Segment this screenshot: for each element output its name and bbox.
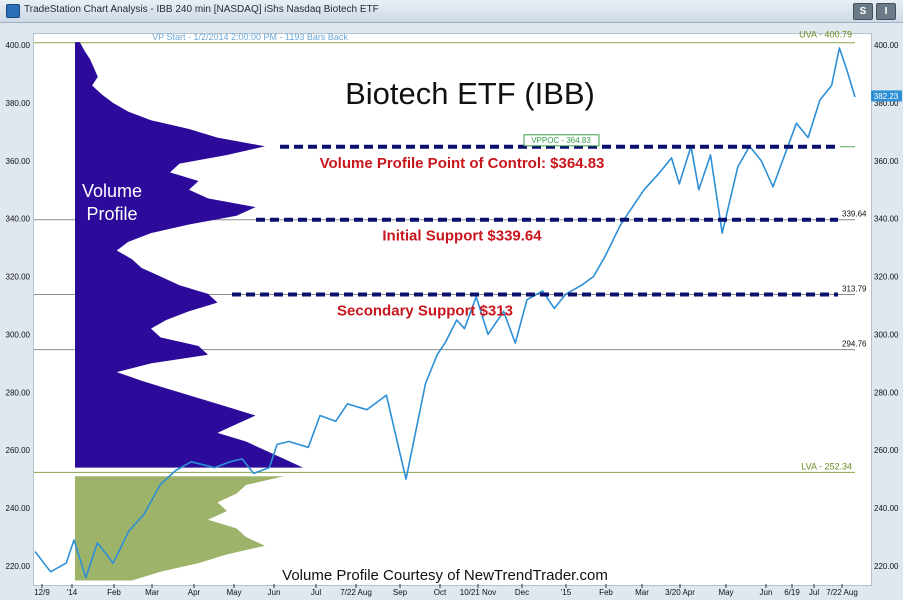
window-title: TradeStation Chart Analysis - IBB 240 mi… xyxy=(24,4,379,15)
y-tick-left: 240.00 xyxy=(6,504,31,513)
marker-313-label: 313.79 xyxy=(842,285,867,294)
y-axis-right: 400.00 380.00 360.00 340.00 320.00 300.00 280.… xyxy=(874,41,899,571)
volume-profile-label-line1: Volume xyxy=(82,181,142,201)
y-tick-left: 280.00 xyxy=(6,388,31,397)
y-tick-left: 320.00 xyxy=(6,273,31,282)
y-tick-right: 400.00 xyxy=(874,41,899,50)
y-tick-right: 280.00 xyxy=(874,388,899,397)
x-tick-label: Mar xyxy=(145,588,159,597)
chart-footer: Volume Profile Courtesy of NewTrendTrade… xyxy=(282,567,608,584)
last-price-tag xyxy=(871,90,902,102)
x-tick-label: '14 xyxy=(67,588,78,597)
x-tick-label: May xyxy=(226,588,241,597)
price-series-line xyxy=(34,47,856,579)
chart-title: Biotech ETF (IBB) xyxy=(345,76,595,111)
chart-subtitle: VP Start - 1/2/2014 2:00:00 PM - 1193 Ba… xyxy=(152,32,348,42)
x-tick-label: 3/20 Apr xyxy=(665,588,695,597)
x-tick-label: Sep xyxy=(393,588,408,597)
initial-support-annotation: Initial Support $339.64 xyxy=(382,228,542,245)
lva-label: LVA - 252.34 xyxy=(801,461,852,471)
x-tick-label: Dec xyxy=(515,588,529,597)
x-axis: 12/9 '14 Feb Mar Apr May Jun Jul 7/22 Aug Sep Oct 1… xyxy=(34,584,858,597)
x-tick-label: '15 xyxy=(561,588,572,597)
poc-annotation: Volume Profile Point of Control: $364.83 xyxy=(320,155,605,172)
x-tick-label: Jun xyxy=(760,588,773,597)
y-axis-left: 400.00 380.00 360.00 340.00 320.00 300.00 280.… xyxy=(6,41,31,571)
x-tick-label: 10/21 Nov xyxy=(460,588,496,597)
y-tick-right: 220.00 xyxy=(874,562,899,571)
x-tick-label: 12/9 xyxy=(34,588,50,597)
i-button[interactable]: I xyxy=(876,3,896,20)
volume-profile-label-line2: Profile xyxy=(86,204,137,224)
vppoc-label: VPPOC - 364.83 xyxy=(531,136,591,145)
uva-label: UVA - 400.79 xyxy=(799,30,852,40)
x-tick-label: Jun xyxy=(268,588,281,597)
x-tick-label: 6/19 xyxy=(784,588,800,597)
y-tick-right: 240.00 xyxy=(874,504,899,513)
y-tick-left: 360.00 xyxy=(6,157,31,166)
tradestation-app-icon xyxy=(6,4,20,18)
s-button[interactable]: S xyxy=(853,3,873,20)
y-tick-right: 380.00 xyxy=(874,99,899,108)
y-tick-right: 360.00 xyxy=(874,157,899,166)
x-tick-label: May xyxy=(718,588,733,597)
volume-profile-upper xyxy=(75,42,303,468)
y-tick-right: 340.00 xyxy=(874,215,899,224)
y-tick-left: 340.00 xyxy=(6,215,31,224)
x-tick-label: Jul xyxy=(809,588,819,597)
marker-294-label: 294.76 xyxy=(842,340,867,349)
x-tick-label: Oct xyxy=(434,588,447,597)
x-tick-label: 7/22 Aug xyxy=(340,588,372,597)
support-lines xyxy=(232,144,838,297)
x-tick-label: Apr xyxy=(188,588,201,597)
y-tick-right: 300.00 xyxy=(874,330,899,339)
x-tick-label: Feb xyxy=(599,588,613,597)
x-tick-label: 7/22 Aug xyxy=(826,588,858,597)
last-price-label: 382.23 xyxy=(874,92,899,101)
vppoc-label-box xyxy=(523,134,600,147)
x-tick-label: Jul xyxy=(311,588,321,597)
marker-339-label: 339.64 xyxy=(842,210,867,219)
secondary-support-annotation: Secondary Support $313 xyxy=(337,303,513,320)
y-tick-right: 320.00 xyxy=(874,273,899,282)
x-tick-label: Feb xyxy=(107,588,121,597)
y-tick-left: 300.00 xyxy=(6,330,31,339)
volume-profile-lower xyxy=(75,476,284,581)
x-tick-label: Mar xyxy=(635,588,649,597)
y-tick-left: 220.00 xyxy=(6,562,31,571)
y-tick-left: 400.00 xyxy=(6,41,31,50)
y-tick-left: 260.00 xyxy=(6,446,31,455)
y-tick-right: 260.00 xyxy=(874,446,899,455)
y-tick-left: 380.00 xyxy=(6,99,31,108)
title-bar: TradeStation Chart Analysis - IBB 240 mi… xyxy=(0,0,903,23)
